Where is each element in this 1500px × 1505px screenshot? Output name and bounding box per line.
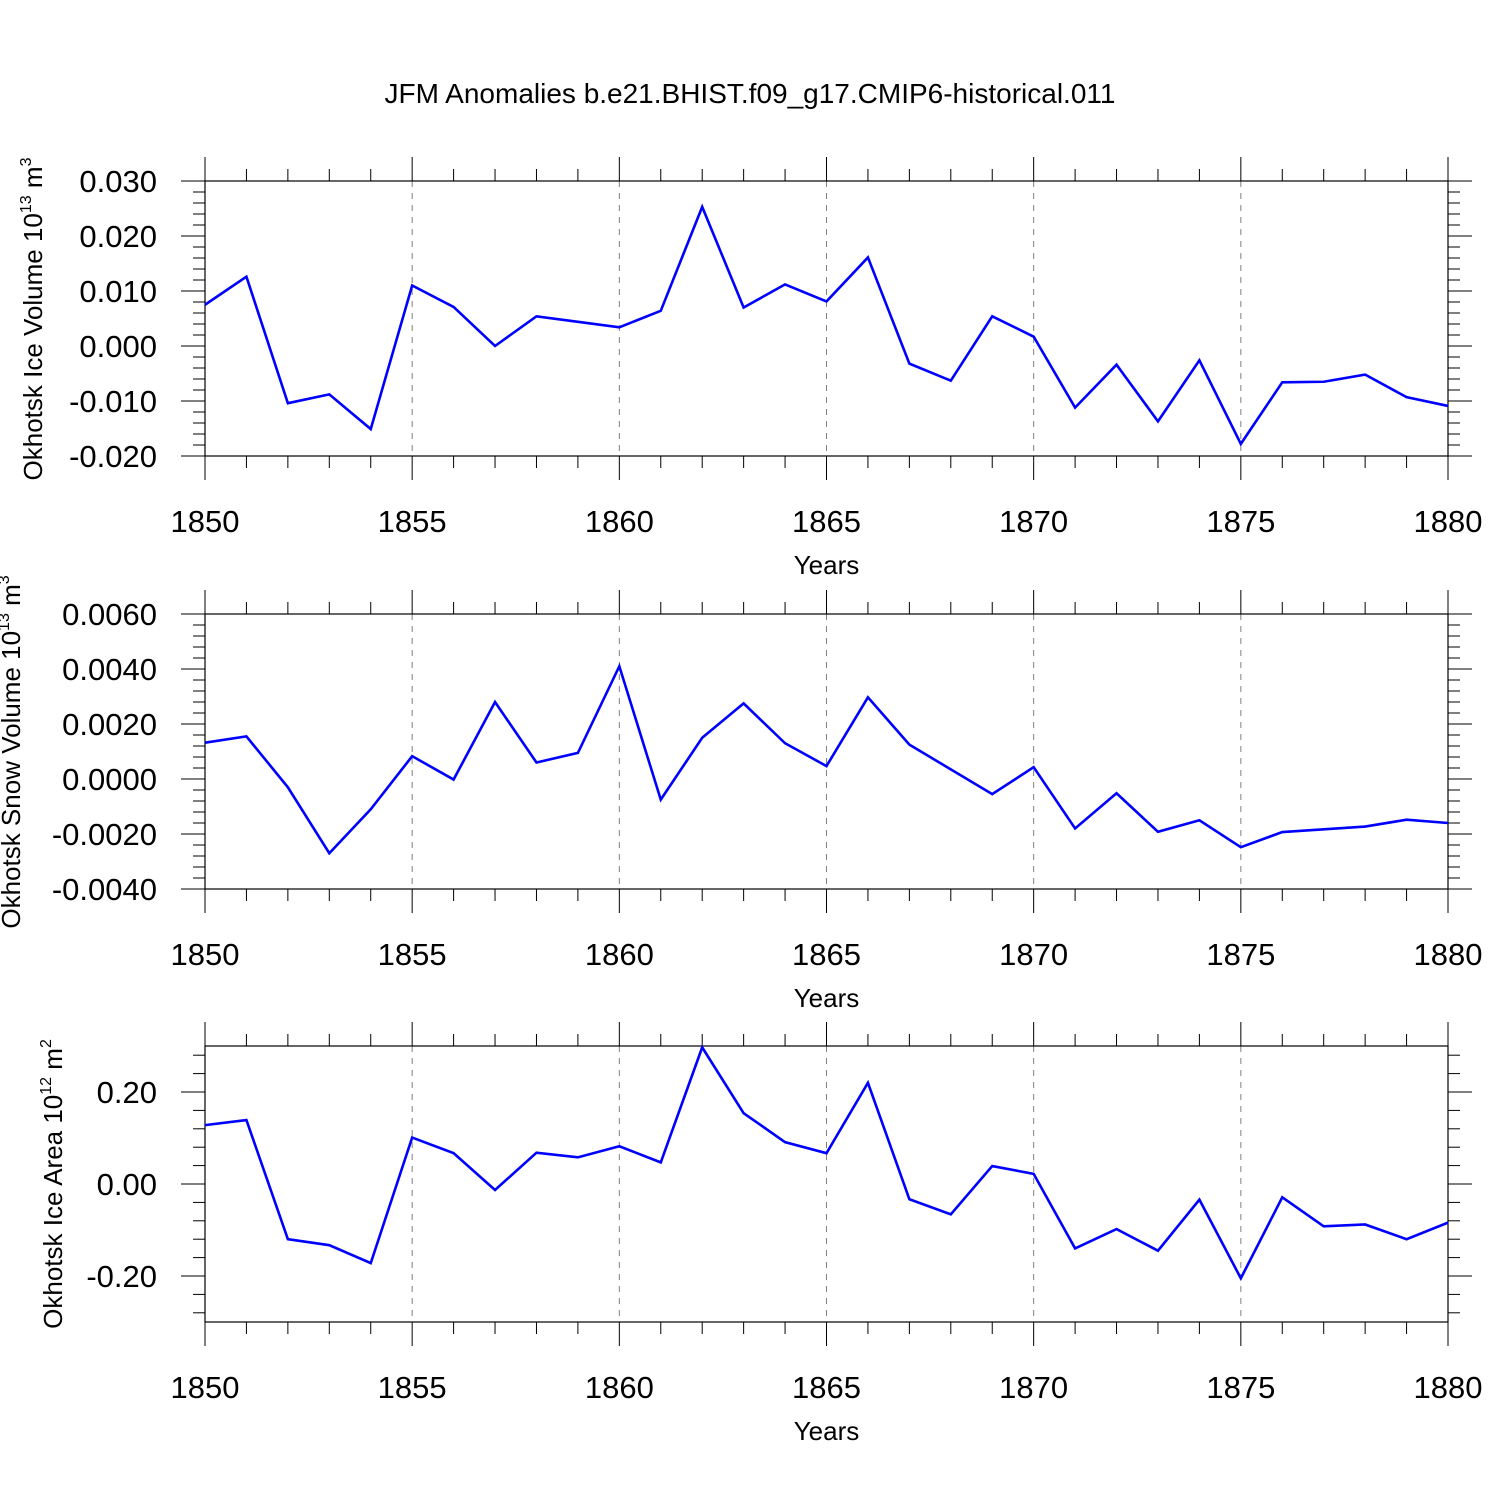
x-tick-label: 1875 <box>1206 937 1275 972</box>
x-axis-label: Years <box>794 983 860 1013</box>
x-tick-label: 1860 <box>585 937 654 972</box>
y-tick-label: 0.010 <box>79 274 157 309</box>
x-tick-label: 1855 <box>378 937 447 972</box>
figure-title: JFM Anomalies b.e21.BHIST.f09_g17.CMIP6-… <box>384 78 1116 109</box>
series-line <box>204 1044 1449 1282</box>
y-tick-label: -0.0020 <box>52 817 157 852</box>
x-tick-label: 1875 <box>1206 1370 1275 1405</box>
x-tick-label: 1850 <box>171 1370 240 1405</box>
x-tick-label: 1865 <box>792 1370 861 1405</box>
y-tick-label: -0.20 <box>86 1259 157 1294</box>
x-tick-label: 1860 <box>585 504 654 539</box>
y-tick-label: 0.000 <box>79 329 157 364</box>
y-tick-label: 0.020 <box>79 219 157 254</box>
panel-1: -0.020 -0.010 0.000 0.010 0.020 0.030 1850 1855… <box>18 157 1482 580</box>
y-tick-label: 0.00 <box>97 1167 157 1202</box>
y-axis-label: Okhotsk Snow Volume 1013 m3 <box>0 575 26 928</box>
x-tick-label: 1850 <box>171 504 240 539</box>
y-tick-label: 0.0020 <box>62 707 157 742</box>
x-tick-label: 1880 <box>1414 937 1483 972</box>
y-tick-label: 0.0060 <box>62 597 157 632</box>
x-tick-label: 1865 <box>792 937 861 972</box>
x-tick-label: 1870 <box>999 504 1068 539</box>
x-axis-label: Years <box>794 1416 860 1446</box>
y-axis-label: Okhotsk Ice Volume 1013 m3 <box>18 157 48 480</box>
x-tick-label: 1855 <box>378 504 447 539</box>
y-axis-label: Okhotsk Ice Area 1012 m2 <box>38 1039 68 1329</box>
x-tick-label: 1875 <box>1206 504 1275 539</box>
x-tick-label: 1860 <box>585 1370 654 1405</box>
x-tick-label: 1880 <box>1414 504 1483 539</box>
panel-3: -0.20 0.00 0.20 1850 1855 1860 1865 1870 1875 188… <box>38 1022 1482 1446</box>
series-line <box>204 662 1449 856</box>
panel-2: -0.0040 -0.0020 0.0000 0.0020 0.0040 0.0060 18… <box>0 575 1482 1013</box>
series-line <box>204 203 1449 447</box>
y-tick-label: 0.20 <box>97 1075 157 1110</box>
y-tick-label: 0.030 <box>79 164 157 199</box>
x-tick-label: 1865 <box>792 504 861 539</box>
x-tick-label: 1870 <box>999 937 1068 972</box>
x-tick-label: 1870 <box>999 1370 1068 1405</box>
x-tick-label: 1850 <box>171 937 240 972</box>
x-tick-label: 1880 <box>1414 1370 1483 1405</box>
y-tick-label: -0.0040 <box>52 872 157 907</box>
y-tick-label: 0.0000 <box>62 762 157 797</box>
y-tick-label: 0.0040 <box>62 652 157 687</box>
y-tick-label: -0.020 <box>69 439 157 474</box>
y-tick-label: -0.010 <box>69 384 157 419</box>
x-tick-label: 1855 <box>378 1370 447 1405</box>
x-axis-label: Years <box>794 550 860 580</box>
